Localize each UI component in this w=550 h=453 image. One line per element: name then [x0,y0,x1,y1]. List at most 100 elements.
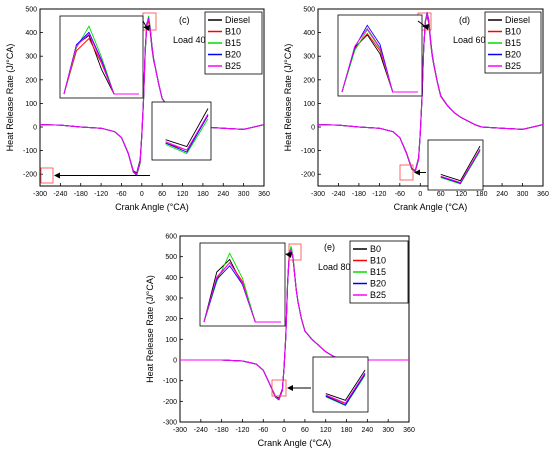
x-tick-label: -60 [395,191,405,198]
trough-inset-line-diesel [440,145,481,182]
x-tick-label: -60 [116,191,126,198]
trough-inset-line-b20 [325,373,366,406]
y-tick-label: 400 [165,275,177,282]
legend-label-b15: B15 [225,38,241,48]
series-line-b25 [180,248,409,400]
trough-highlight-box [271,379,287,397]
y-tick-label: 0 [173,358,177,365]
legend-label-b15: B15 [505,38,521,48]
x-tick-label: -300 [173,427,187,434]
x-tick-label: -300 [311,191,325,198]
legend-label-b10: B10 [370,256,386,266]
x-tick-label: -120 [94,191,108,198]
x-tick-label: 360 [258,191,270,198]
series-line-b25 [317,13,544,172]
y-tick-label: 0 [311,125,315,132]
load-label: Load 60% [453,35,494,45]
y-tick-label: 600 [165,234,177,241]
y-tick-label: -100 [163,378,177,385]
y-axis-title: Heat Release Rate (J/°CA) [145,275,155,383]
trough-inset-line-b20 [165,115,209,153]
y-tick-label: 200 [25,77,37,84]
peak-arrow-head [422,24,429,30]
x-tick-label: -120 [372,191,386,198]
x-tick-label: 180 [341,427,353,434]
x-tick-label: 60 [158,191,166,198]
y-tick-label: -200 [301,172,315,179]
panel-label: (e) [324,242,335,252]
panel-label: (c) [179,15,190,25]
y-tick-label: 500 [165,254,177,261]
legend-label-b25: B25 [505,61,521,71]
x-tick-label: -180 [215,427,229,434]
peak-arrow-head [143,25,150,31]
y-tick-label: 400 [303,30,315,37]
trough-inset-line-b25 [165,113,209,151]
peak-inset-line-b25 [203,261,281,323]
x-tick-label: 60 [437,191,445,198]
x-axis-title: Crank Angle (°CA) [258,438,332,448]
plot-frame [179,235,410,423]
x-tick-label: 300 [517,191,529,198]
legend-label-b15: B15 [370,267,386,277]
load-label: Load 80% [318,262,359,272]
x-tick-label: -180 [352,191,366,198]
trough-arrow-head [54,172,60,179]
x-tick-label: 0 [418,191,422,198]
trough-arrow-head [414,169,420,176]
x-tick-label: 360 [537,191,549,198]
chart-panel-e: -300 -240 -180 -120 -60 0 60 120 180 240 300 360 -30… [145,234,415,449]
y-axis-title: Heat Release Rate (J/°CA) [5,44,15,152]
y-tick-label: 300 [303,54,315,61]
trough-inset-line-b15 [440,150,481,185]
x-tick-label: -180 [74,191,88,198]
load-label: Load 40% [173,35,214,45]
trough-inset-line-b0 [325,369,366,401]
y-tick-label: 100 [303,101,315,108]
y-tick-label: -100 [23,148,37,155]
chart-panel-d: -300 -240 -180 -120 -60 0 60 120 180 240 300 360 -20… [283,7,549,213]
y-tick-label: 200 [303,77,315,84]
peak-arrow-head [285,252,292,258]
x-tick-label: 0 [282,427,286,434]
y-tick-label: 100 [165,337,177,344]
x-tick-label: 240 [362,427,374,434]
x-tick-label: -120 [235,427,249,434]
y-tick-label: 200 [165,316,177,323]
x-tick-label: -240 [331,191,345,198]
trough-inset-line-b15 [165,118,209,155]
x-tick-label: 180 [476,191,488,198]
x-tick-label: 360 [403,427,415,434]
legend-label-b20: B20 [505,50,521,60]
y-tick-label: -100 [301,148,315,155]
x-tick-label: 300 [382,427,394,434]
x-tick-label: 240 [496,191,508,198]
trough-arrow-head [287,385,293,391]
legend-label-b20: B20 [225,50,241,60]
x-tick-label: 0 [140,191,144,198]
y-tick-label: -200 [163,399,177,406]
legend-label-diesel: Diesel [225,15,250,25]
y-tick-label: -300 [163,420,177,427]
panel-label: (d) [459,15,470,25]
x-tick-label: 120 [455,191,467,198]
legend-label-b0: B0 [370,244,381,254]
y-tick-label: 100 [25,101,37,108]
y-tick-label: 300 [25,54,37,61]
peak-zoom-inset [337,14,423,97]
x-axis-title: Crank Angle (°CA) [394,202,468,212]
legend-label-b10: B10 [225,27,241,37]
y-tick-label: -200 [23,172,37,179]
x-tick-label: -60 [258,427,268,434]
trough-inset-line-b25 [440,149,481,184]
y-axis-title: Heat Release Rate (J/°CA) [283,44,293,152]
peak-inset-line-b25 [63,32,139,95]
x-tick-label: 240 [217,191,229,198]
x-tick-label: -300 [33,191,47,198]
trough-highlight-box [399,164,414,181]
y-tick-label: 300 [165,296,177,303]
x-tick-label: -240 [53,191,67,198]
y-tick-label: 500 [303,7,315,14]
x-tick-label: 180 [197,191,209,198]
x-axis-title: Crank Angle (°CA) [115,202,189,212]
